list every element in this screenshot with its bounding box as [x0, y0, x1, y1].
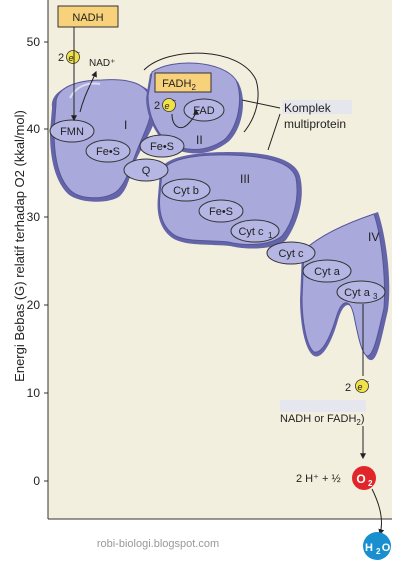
svg-text:Q: Q: [142, 165, 151, 177]
svg-text:O: O: [382, 542, 391, 554]
electron-icon-bottom: e −: [355, 379, 369, 393]
label-highlight-2: [280, 400, 366, 412]
svg-text:Cyt b: Cyt b: [173, 185, 199, 197]
svg-text:Cyt c: Cyt c: [238, 226, 264, 238]
electron-count-top: 2: [58, 52, 64, 64]
svg-text:e: e: [164, 101, 169, 111]
svg-text:Cyt c: Cyt c: [278, 248, 304, 260]
carrier-q: Q: [123, 158, 169, 182]
arrow-nad-plus: [79, 70, 97, 113]
electron-count-mid: 2: [154, 100, 160, 112]
carrier-fes-2: Fe•S: [139, 134, 185, 158]
pointer-complex-ii: [241, 99, 281, 109]
nadh-label: NADH: [72, 12, 103, 24]
oxygen-icon: O 2: [352, 466, 376, 490]
svg-text:Cyt a: Cyt a: [314, 266, 341, 278]
svg-text:3: 3: [373, 292, 378, 301]
svg-text:FAD: FAD: [193, 105, 214, 117]
nadh-box: [57, 5, 119, 28]
carrier-cyt-b: Cyt b: [161, 178, 211, 202]
svg-text:FMN: FMN: [60, 126, 84, 138]
arrow-fadh2-fad: [171, 108, 199, 129]
svg-text:H: H: [365, 542, 373, 554]
complex-i-label: I: [124, 118, 127, 132]
label-highlight-1: [282, 100, 352, 114]
multiprotein-label-line1: Komplek: [284, 101, 332, 115]
complex-iv-label: IV: [368, 230, 379, 244]
svg-text:O: O: [356, 472, 365, 486]
svg-text:e: e: [68, 53, 73, 63]
carrier-cyt-a: Cyt a: [302, 259, 352, 283]
electron-icon-top: e −: [66, 50, 80, 64]
y-tick-label: 10: [27, 386, 41, 400]
svg-text:Cyt a: Cyt a: [344, 287, 371, 299]
svg-text:−: −: [365, 379, 369, 386]
carrier-fad: FAD: [183, 98, 225, 122]
y-tick-label: 0: [33, 474, 40, 488]
electron-count-bottom: 2: [345, 382, 351, 394]
nadh-or-fadh2-label: NADH or FADH2): [280, 413, 365, 427]
svg-text:2: 2: [368, 479, 373, 488]
y-ticks: 50 40 30 20 10 0: [27, 35, 48, 488]
svg-text:e: e: [357, 382, 362, 392]
svg-text:Fe•S: Fe•S: [209, 206, 233, 218]
svg-text:Fe•S: Fe•S: [96, 146, 120, 158]
electron-icon-mid: e −: [162, 98, 176, 112]
y-tick-label: 30: [27, 210, 41, 224]
carrier-fes-3: Fe•S: [198, 199, 244, 223]
watermark: robi-biologi.blogspot.com: [97, 538, 219, 550]
fadh2-box: [154, 72, 212, 93]
carrier-cyt-c: Cyt c: [266, 241, 316, 265]
complex-iii-label: III: [240, 172, 250, 186]
carrier-fmn: FMN: [49, 119, 95, 143]
y-axis-label: Energi Bebas (G) relatif terhadap O2 (kk…: [12, 110, 27, 382]
y-tick-label: 40: [27, 122, 41, 136]
fadh2-label: FADH2: [162, 78, 196, 92]
svg-text:2: 2: [376, 547, 381, 556]
svg-text:−: −: [172, 98, 176, 105]
carrier-fes-1: Fe•S: [85, 139, 131, 163]
carrier-cyt-a3: Cyt a 3: [336, 280, 386, 304]
proton-equation: 2 H⁺ + ½: [296, 473, 341, 485]
complex-ii-label: II: [196, 133, 203, 147]
water-icon: H 2 O: [363, 532, 391, 560]
svg-text:−: −: [76, 50, 80, 57]
arrow-to-water: [371, 488, 385, 536]
pointer-complex-iii: [267, 113, 281, 151]
y-tick-label: 20: [27, 298, 41, 312]
multiprotein-label-line2: multiprotein: [284, 117, 346, 131]
svg-text:1: 1: [268, 231, 273, 240]
nad-plus-label: NAD⁺: [89, 58, 115, 69]
y-tick-label: 50: [27, 35, 41, 49]
carrier-cyt-c1: Cyt c 1: [230, 219, 280, 243]
svg-text:Fe•S: Fe•S: [150, 141, 174, 153]
